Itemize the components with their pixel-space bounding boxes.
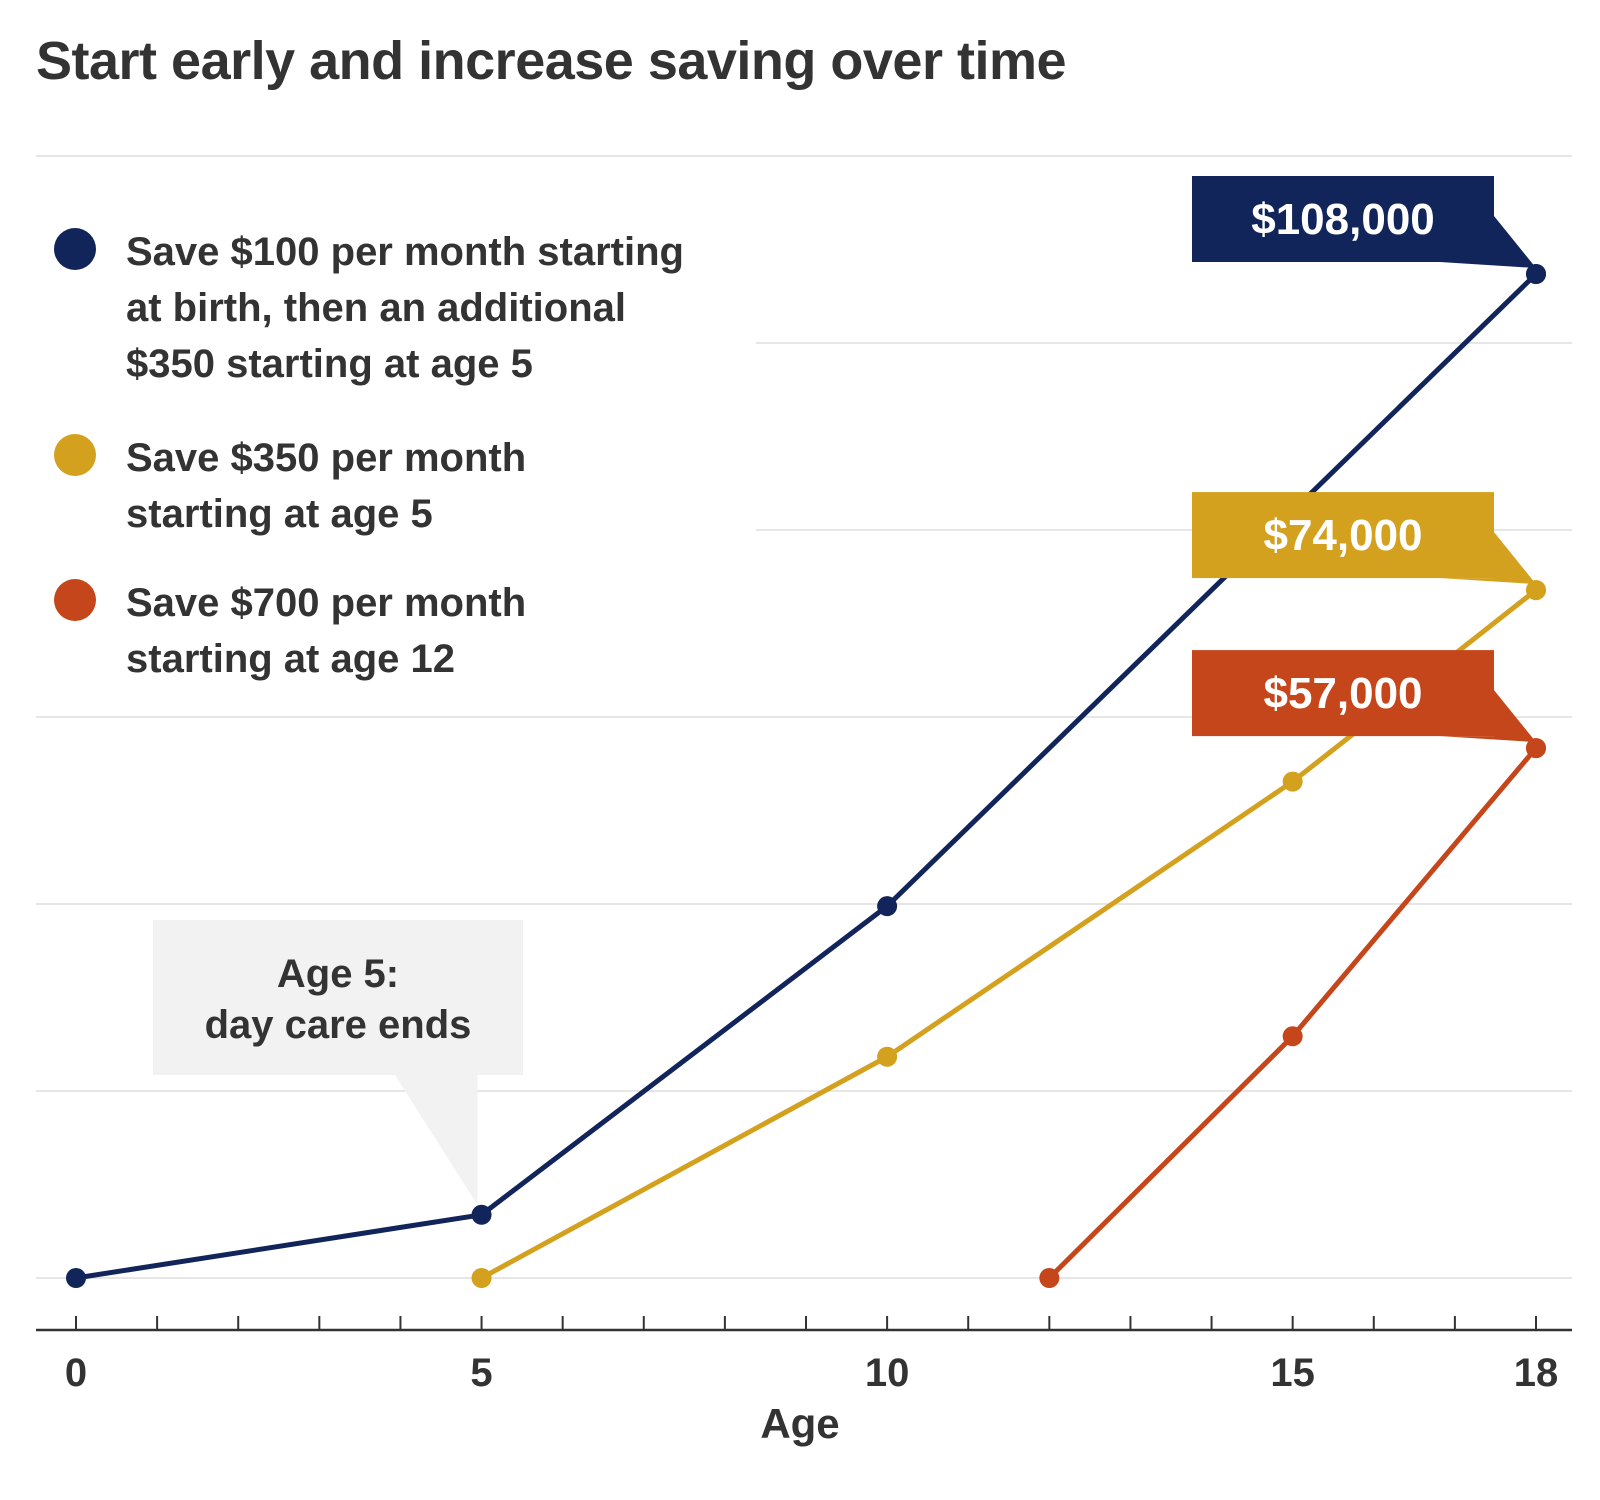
data-point — [877, 1046, 898, 1067]
end-label-box-0 — [1192, 176, 1494, 262]
legend-label-blue: Save $100 per month starting at birth, t… — [126, 230, 684, 386]
end-label-text-0: $108,000 — [1251, 195, 1435, 244]
legend-dot-gold — [54, 434, 96, 476]
x-tick-label: 0 — [65, 1351, 87, 1395]
end-point-2 — [1526, 738, 1546, 759]
gridlines — [36, 155, 1572, 1279]
legend-dot-orange — [54, 579, 96, 621]
x-tick-label: 10 — [865, 1351, 910, 1395]
data-point — [66, 1268, 86, 1288]
legend-dot-blue — [54, 228, 96, 270]
end-label-text-2: $57,000 — [1263, 669, 1422, 718]
data-point — [471, 1268, 492, 1288]
chart-title: Start early and increase saving over tim… — [36, 31, 1067, 91]
x-axis-title: Age — [760, 1400, 840, 1447]
legend-label-orange: Save $700 per month starting at age 12 — [126, 581, 527, 681]
legend-item-gold: Save $350 per month starting at age 5 — [54, 430, 526, 542]
end-label-box-1 — [1192, 492, 1494, 579]
legend-item-blue: Save $100 per month starting at birth, t… — [54, 224, 684, 392]
series-line-2 — [1047, 746, 1538, 1280]
annotation-line-2: day care ends — [205, 1003, 472, 1047]
end-label-pointer-0 — [1440, 216, 1536, 268]
data-point — [471, 1204, 492, 1225]
legend-label-gold: Save $350 per month starting at age 5 — [126, 436, 527, 536]
x-tick-label: 18 — [1514, 1351, 1559, 1395]
end-point-0 — [1526, 264, 1546, 284]
legend-background — [36, 180, 756, 710]
annotation: Age 5: day care ends — [153, 920, 523, 1205]
end-label-pointer-2 — [1440, 690, 1536, 743]
x-tick-label: 15 — [1270, 1351, 1315, 1395]
x-axis: 0 5 10 15 18 — [36, 1316, 1572, 1395]
data-point — [1282, 771, 1303, 792]
annotation-line-1: Age 5: — [277, 952, 399, 996]
x-tick-label: 5 — [470, 1351, 492, 1395]
annotation-pointer — [395, 1075, 478, 1205]
end-label-pointer-1 — [1440, 532, 1536, 585]
annotation-box — [153, 920, 523, 1075]
data-point — [1282, 1026, 1303, 1047]
series-line-0 — [75, 272, 1538, 1281]
end-point-1 — [1526, 580, 1546, 601]
end-labels: $108,000 $74,000 $57,000 — [1192, 176, 1546, 759]
data-point — [1039, 1268, 1060, 1288]
data-point — [877, 896, 898, 917]
legend-item-orange: Save $700 per month starting at age 12 — [54, 575, 526, 687]
end-label-text-1: $74,000 — [1263, 511, 1422, 560]
end-label-box-2 — [1192, 650, 1494, 737]
